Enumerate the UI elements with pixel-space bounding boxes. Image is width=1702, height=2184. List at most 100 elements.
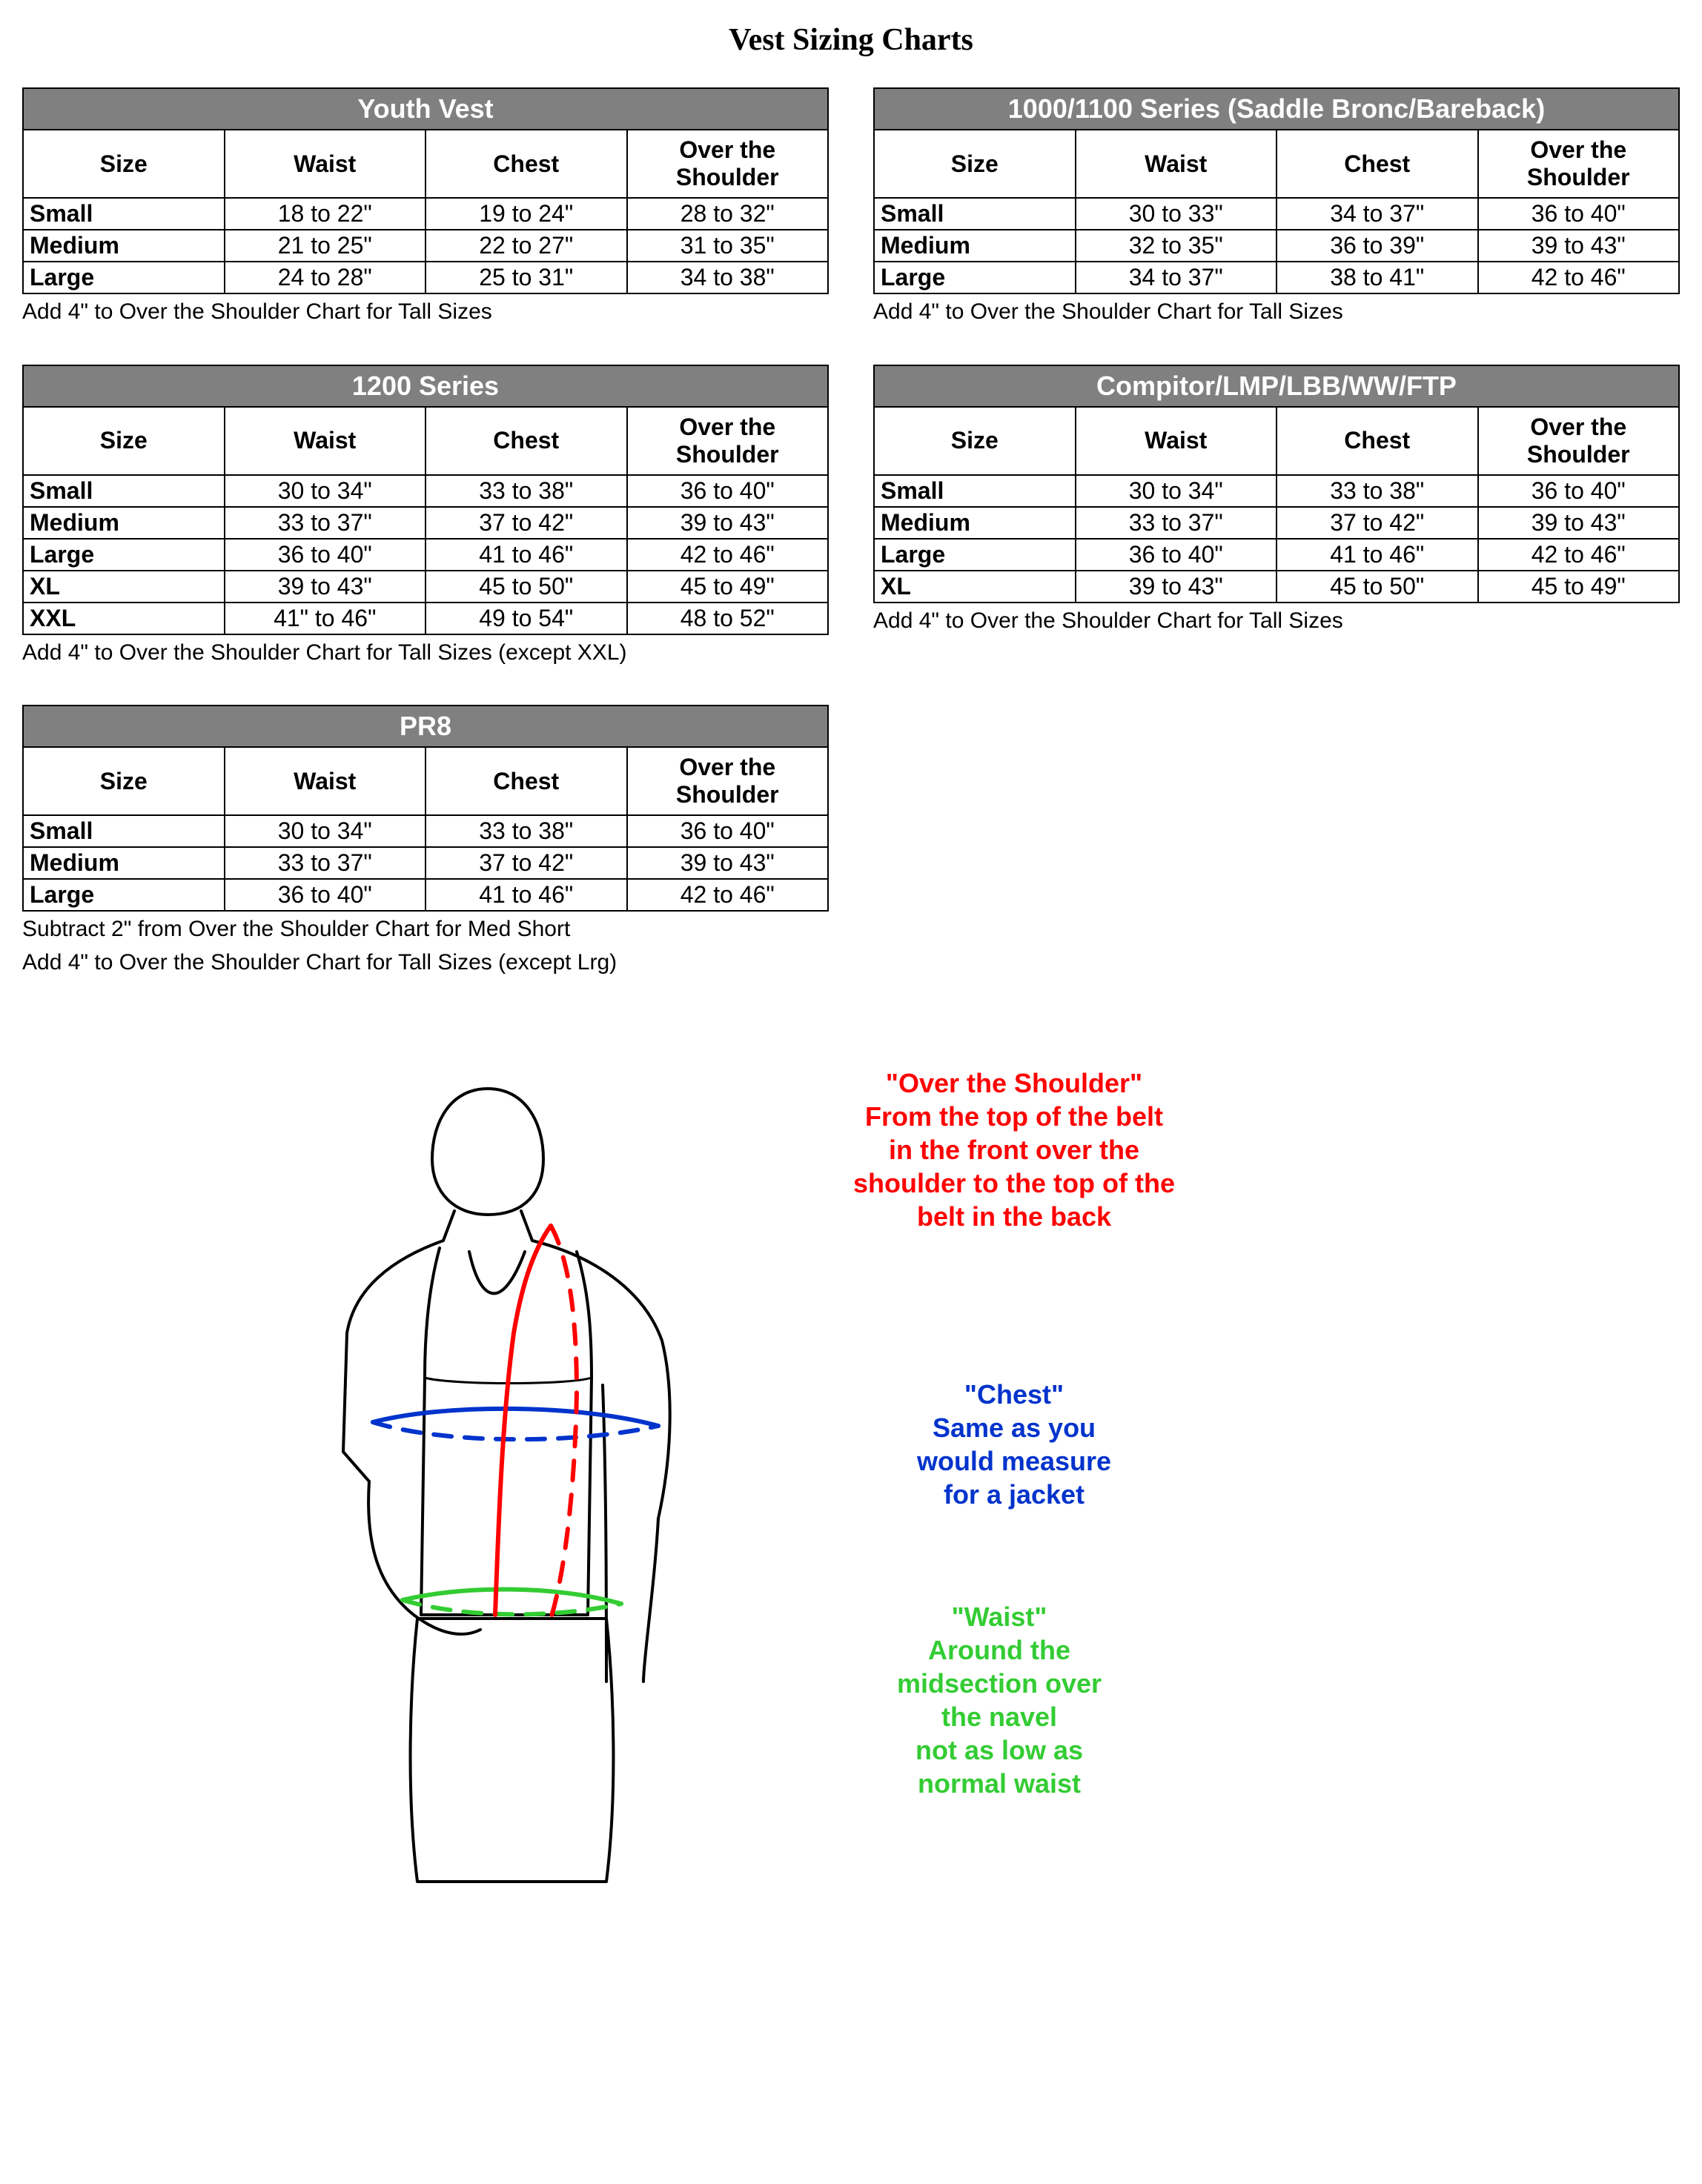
size-cell: Large	[23, 879, 225, 911]
column-header: Chest	[426, 130, 627, 198]
column-header: Chest	[426, 747, 627, 815]
value-cell: 41 to 46"	[426, 539, 627, 571]
label-waist: "Waist" Around themidsection overthe nav…	[851, 1600, 1148, 1800]
sizing-table: 1200 SeriesSizeWaistChestOver the Should…	[22, 365, 829, 635]
value-cell: 36 to 40"	[225, 539, 426, 571]
column-header: Over the Shoulder	[1478, 407, 1680, 475]
table-caption: Compitor/LMP/LBB/WW/FTP	[873, 365, 1680, 406]
size-cell: Small	[23, 815, 225, 847]
column-header: Waist	[225, 747, 426, 815]
size-cell: Large	[23, 539, 225, 571]
column-header: Size	[23, 407, 225, 475]
label-waist-title: "Waist"	[952, 1602, 1047, 1632]
page-title: Vest Sizing Charts	[22, 22, 1680, 58]
value-cell: 33 to 38"	[1276, 475, 1478, 507]
value-cell: 24 to 28"	[225, 262, 426, 293]
value-cell: 37 to 42"	[1276, 507, 1478, 539]
table-row: Large36 to 40"41 to 46"42 to 46"	[874, 539, 1679, 571]
label-chest-text: Same as youwould measurefor a jacket	[917, 1413, 1111, 1510]
table-row: XL39 to 43"45 to 50"45 to 49"	[23, 571, 828, 603]
label-waist-text: Around themidsection overthe navelnot as…	[897, 1635, 1102, 1799]
value-cell: 36 to 40"	[1076, 539, 1277, 571]
column-header: Over the Shoulder	[627, 407, 829, 475]
size-cell: Medium	[23, 507, 225, 539]
sizing-table-block: Compitor/LMP/LBB/WW/FTPSizeWaistChestOve…	[873, 365, 1680, 637]
size-cell: XL	[874, 571, 1076, 603]
table-note: Subtract 2" from Over the Shoulder Chart…	[22, 915, 829, 945]
size-cell: Medium	[874, 230, 1076, 262]
table-row: Small30 to 34"33 to 38"36 to 40"	[874, 475, 1679, 507]
size-cell: XL	[23, 571, 225, 603]
column-header: Size	[874, 130, 1076, 198]
value-cell: 41" to 46"	[225, 603, 426, 634]
table-row: Medium32 to 35"36 to 39"39 to 43"	[874, 230, 1679, 262]
sizing-table: PR8SizeWaistChestOver the ShoulderSmall3…	[22, 705, 829, 912]
value-cell: 33 to 37"	[225, 847, 426, 879]
sizing-table: Compitor/LMP/LBB/WW/FTPSizeWaistChestOve…	[873, 365, 1680, 603]
label-shoulder-title: "Over the Shoulder"	[886, 1068, 1142, 1098]
table-row: Large24 to 28"25 to 31"34 to 38"	[23, 262, 828, 293]
table-row: Medium33 to 37"37 to 42"39 to 43"	[23, 847, 828, 879]
label-shoulder: "Over the Shoulder" From the top of the …	[784, 1066, 1244, 1233]
value-cell: 45 to 49"	[1478, 571, 1680, 603]
label-chest-title: "Chest"	[964, 1379, 1064, 1410]
table-row: Small30 to 33"34 to 37"36 to 40"	[874, 198, 1679, 230]
value-cell: 18 to 22"	[225, 198, 426, 230]
value-cell: 37 to 42"	[426, 847, 627, 879]
size-cell: Medium	[23, 847, 225, 879]
table-row: Large36 to 40"41 to 46"42 to 46"	[23, 879, 828, 911]
value-cell: 19 to 24"	[426, 198, 627, 230]
column-header: Over the Shoulder	[1478, 130, 1680, 198]
table-caption: 1200 Series	[22, 365, 829, 406]
value-cell: 36 to 40"	[627, 475, 829, 507]
column-header: Waist	[225, 130, 426, 198]
value-cell: 42 to 46"	[1478, 262, 1680, 293]
size-cell: Large	[874, 262, 1076, 293]
sizing-table: Youth VestSizeWaistChestOver the Shoulde…	[22, 87, 829, 294]
value-cell: 36 to 40"	[225, 879, 426, 911]
value-cell: 30 to 33"	[1076, 198, 1277, 230]
size-cell: Small	[23, 475, 225, 507]
value-cell: 38 to 41"	[1276, 262, 1478, 293]
value-cell: 45 to 50"	[426, 571, 627, 603]
value-cell: 36 to 40"	[1478, 475, 1680, 507]
sizing-table-block: 1200 SeriesSizeWaistChestOver the Should…	[22, 365, 829, 668]
value-cell: 28 to 32"	[627, 198, 829, 230]
value-cell: 39 to 43"	[1076, 571, 1277, 603]
table-row: XL39 to 43"45 to 50"45 to 49"	[874, 571, 1679, 603]
table-row: Large34 to 37"38 to 41"42 to 46"	[874, 262, 1679, 293]
column-header: Chest	[426, 407, 627, 475]
value-cell: 42 to 46"	[1478, 539, 1680, 571]
sizing-table-block: Youth VestSizeWaistChestOver the Shoulde…	[22, 87, 829, 328]
column-header: Waist	[1076, 407, 1277, 475]
value-cell: 39 to 43"	[1478, 230, 1680, 262]
value-cell: 36 to 40"	[627, 815, 829, 847]
measurement-diagram: "Over the Shoulder" From the top of the …	[258, 1066, 1444, 1956]
value-cell: 42 to 46"	[627, 539, 829, 571]
table-note: Add 4" to Over the Shoulder Chart for Ta…	[873, 606, 1680, 637]
size-cell: Small	[874, 198, 1076, 230]
value-cell: 22 to 27"	[426, 230, 627, 262]
body-figure	[258, 1066, 777, 1956]
value-cell: 39 to 43"	[627, 507, 829, 539]
value-cell: 25 to 31"	[426, 262, 627, 293]
table-row: Small18 to 22"19 to 24"28 to 32"	[23, 198, 828, 230]
table-row: Medium21 to 25"22 to 27"31 to 35"	[23, 230, 828, 262]
label-chest: "Chest" Same as youwould measurefor a ja…	[881, 1378, 1148, 1511]
value-cell: 41 to 46"	[426, 879, 627, 911]
table-row: XXL41" to 46"49 to 54"48 to 52"	[23, 603, 828, 634]
sizing-table-block: 1000/1100 Series (Saddle Bronc/Bareback)…	[873, 87, 1680, 328]
column-header: Chest	[1276, 130, 1478, 198]
table-row: Medium33 to 37"37 to 42"39 to 43"	[23, 507, 828, 539]
column-header: Over the Shoulder	[627, 747, 829, 815]
value-cell: 33 to 37"	[225, 507, 426, 539]
table-caption: 1000/1100 Series (Saddle Bronc/Bareback)	[873, 87, 1680, 129]
value-cell: 37 to 42"	[426, 507, 627, 539]
size-cell: Medium	[23, 230, 225, 262]
table-caption: PR8	[22, 705, 829, 746]
column-header: Size	[23, 130, 225, 198]
value-cell: 34 to 37"	[1276, 198, 1478, 230]
label-shoulder-text: From the top of the beltin the front ove…	[853, 1101, 1175, 1232]
size-cell: XXL	[23, 603, 225, 634]
table-note: Add 4" to Over the Shoulder Chart for Ta…	[22, 948, 829, 978]
